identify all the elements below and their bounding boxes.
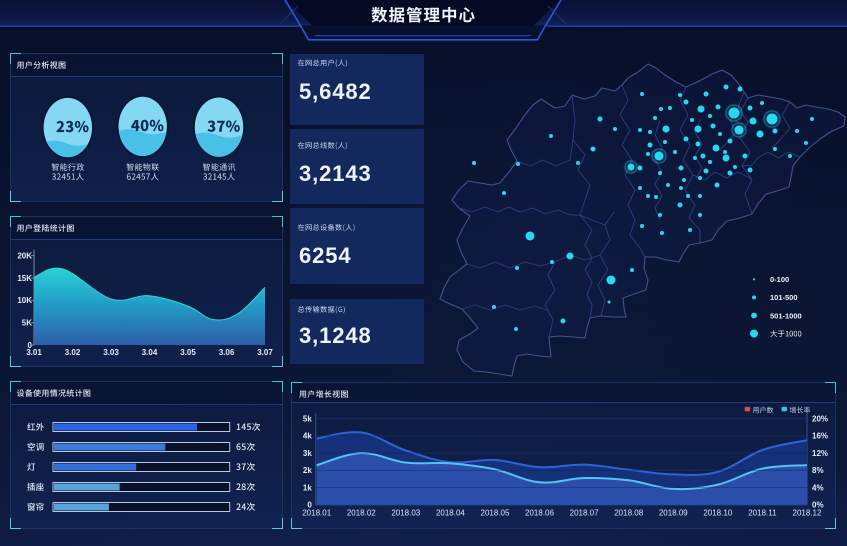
svg-text:2018.06: 2018.06: [525, 509, 554, 518]
svg-text:10K: 10K: [17, 296, 32, 305]
svg-text:4%: 4%: [812, 483, 824, 492]
svg-text:3.03: 3.03: [103, 348, 119, 357]
svg-text:5k: 5k: [303, 415, 312, 424]
svg-text:20%: 20%: [812, 415, 828, 424]
svg-text:4k: 4k: [303, 432, 312, 441]
svg-text:0%: 0%: [812, 501, 824, 510]
svg-text:101-500: 101-500: [770, 293, 798, 302]
svg-text:0: 0: [28, 341, 33, 350]
svg-text:2018.01: 2018.01: [302, 509, 331, 518]
svg-text:8%: 8%: [812, 466, 824, 475]
svg-text:5K: 5K: [22, 319, 32, 328]
svg-text:3.01: 3.01: [26, 348, 42, 357]
svg-text:0-100: 0-100: [770, 275, 789, 284]
svg-text:2018.12: 2018.12: [793, 509, 822, 518]
svg-text:2018.02: 2018.02: [347, 509, 376, 518]
svg-text:12%: 12%: [812, 449, 828, 458]
svg-text:3k: 3k: [303, 449, 312, 458]
svg-text:2018.03: 2018.03: [391, 509, 420, 518]
svg-text:501-1000: 501-1000: [770, 311, 802, 320]
svg-text:3.07: 3.07: [257, 348, 273, 357]
svg-text:0: 0: [307, 501, 312, 510]
svg-text:1k: 1k: [303, 483, 312, 492]
svg-text:2018.07: 2018.07: [570, 509, 599, 518]
svg-text:16%: 16%: [812, 432, 828, 441]
svg-text:3.02: 3.02: [65, 348, 81, 357]
svg-text:2k: 2k: [303, 466, 312, 475]
svg-text:2018.04: 2018.04: [436, 509, 465, 518]
svg-text:2018.05: 2018.05: [481, 509, 510, 518]
svg-text:2018.08: 2018.08: [614, 509, 643, 518]
svg-text:3.05: 3.05: [180, 348, 196, 357]
svg-text:3.04: 3.04: [142, 348, 158, 357]
svg-text:20K: 20K: [17, 251, 32, 260]
svg-text:3.06: 3.06: [219, 348, 235, 357]
svg-text:2018.11: 2018.11: [748, 509, 777, 518]
svg-text:2018.10: 2018.10: [703, 509, 732, 518]
svg-text:2018.09: 2018.09: [659, 509, 688, 518]
svg-text:15K: 15K: [17, 274, 32, 283]
